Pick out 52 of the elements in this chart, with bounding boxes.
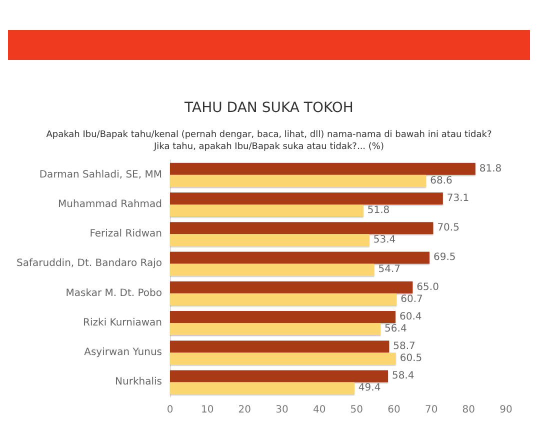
bar <box>170 252 430 264</box>
data-label: 73.1 <box>446 192 470 204</box>
data-label: 69.5 <box>433 252 456 264</box>
y-tick-label: Ferizal Ridwan <box>90 228 162 240</box>
data-label: 53.4 <box>373 234 396 246</box>
data-label: 54.7 <box>378 264 400 276</box>
data-label: 60.7 <box>400 294 423 305</box>
bar <box>170 204 364 216</box>
x-tick-label: 10 <box>200 404 214 416</box>
x-tick-label: 20 <box>238 404 252 416</box>
y-tick-label: Nurkhalis <box>115 376 162 388</box>
y-tick-label: Asyirwan Yunus <box>84 347 162 358</box>
x-tick-label: 50 <box>350 404 364 416</box>
bar <box>170 222 434 234</box>
data-label: 70.5 <box>437 222 460 234</box>
data-label: 56.4 <box>384 323 407 334</box>
data-label: 65.0 <box>416 282 439 293</box>
data-label: 49.4 <box>358 382 381 394</box>
data-label: 51.8 <box>367 204 390 216</box>
bar <box>170 322 381 335</box>
y-tick-label: Muhammad Rahmad <box>58 198 162 210</box>
y-tick-label: Darman Sahladi, SE, MM <box>39 169 162 180</box>
bar <box>170 310 396 323</box>
bar <box>170 340 390 353</box>
y-tick-label: Rizki Kurniawan <box>83 317 162 328</box>
x-tick-label: 80 <box>462 404 476 416</box>
bar <box>170 192 443 204</box>
bar <box>170 281 413 294</box>
data-label: 81.8 <box>479 163 502 174</box>
bar <box>170 293 397 306</box>
x-tick-label: 0 <box>166 404 174 416</box>
bar <box>170 264 374 276</box>
data-label: 58.7 <box>393 341 416 352</box>
x-tick-label: 40 <box>312 404 326 416</box>
bar <box>170 174 426 187</box>
y-tick-label: Safaruddin, Dt. Bandaro Rajo <box>16 258 162 270</box>
x-tick-label: 70 <box>424 404 438 416</box>
data-label: 60.4 <box>399 311 422 322</box>
bar <box>170 162 476 175</box>
bar <box>170 234 370 246</box>
bar <box>170 370 388 382</box>
y-tick-label: Maskar M. Dt. Pobo <box>66 288 162 299</box>
x-tick-label: 60 <box>388 404 400 416</box>
data-label: 60.5 <box>400 353 422 364</box>
data-label: 68.6 <box>430 175 452 186</box>
chart-subtitle: Apakah Ibu/Bapak tahu/kenal (pernah dengar, baca, lihat, dll) nama-nama di bawah ini atau tidak? Jika tahu, apakah Ibu/Bapak suka atau tidak?... (%) <box>46 130 492 152</box>
bar <box>170 382 354 394</box>
bar <box>170 352 396 365</box>
data-label: 58.4 <box>392 370 414 382</box>
x-tick-label: 90 <box>500 404 512 416</box>
chart-title: TAHU DAN SUKA TOKOH <box>184 100 354 116</box>
x-tick-label: 30 <box>276 404 288 416</box>
